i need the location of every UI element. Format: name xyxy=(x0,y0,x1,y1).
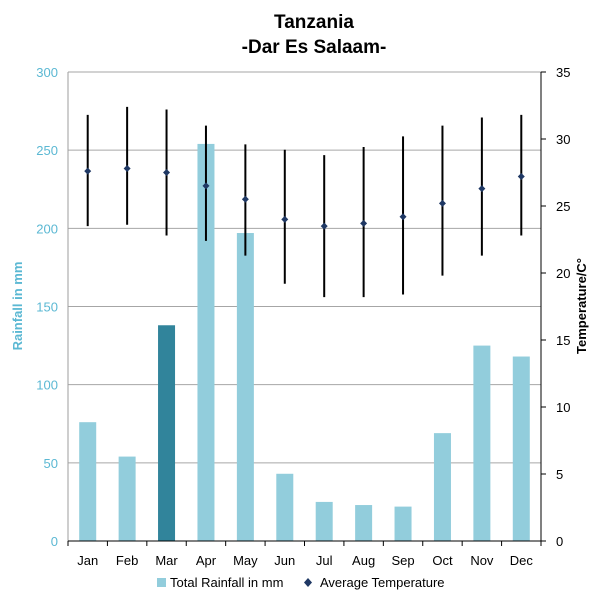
y-tick-label: 0 xyxy=(51,534,58,549)
rainfall-bar-feb xyxy=(118,456,136,541)
rainfall-bar-mar xyxy=(158,325,176,541)
temperature-marker-jan xyxy=(84,167,92,175)
y-tick-label: 300 xyxy=(36,65,58,80)
rainfall-bar-jun xyxy=(276,473,294,541)
y2-tick-label: 20 xyxy=(556,266,570,281)
rainfall-bars xyxy=(79,143,530,542)
y2-tick-label: 35 xyxy=(556,65,570,80)
x-tick-label-jun: Jun xyxy=(274,553,295,568)
y-tick-label: 100 xyxy=(36,378,58,393)
x-tick-label-aug: Aug xyxy=(352,553,375,568)
chart-title: Tanzania xyxy=(274,12,354,33)
rainfall-bar-oct xyxy=(433,433,451,541)
y-tick-label: 200 xyxy=(36,221,58,236)
x-tick-label-may: May xyxy=(233,553,258,568)
x-tick-label-mar: Mar xyxy=(155,553,178,568)
y2-axis-label: Temperature/C° xyxy=(574,258,589,354)
rainfall-bar-dec xyxy=(512,356,530,541)
rainfall-bar-jul xyxy=(315,501,333,541)
x-tick-label-jul: Jul xyxy=(316,553,333,568)
x-tick-label-feb: Feb xyxy=(116,553,138,568)
x-tick-label-sep: Sep xyxy=(391,553,414,568)
y-tick-label: 250 xyxy=(36,143,58,158)
rainfall-bar-may xyxy=(236,233,254,542)
rainfall-bar-apr xyxy=(197,143,215,541)
temperature-marker-mar xyxy=(163,169,171,176)
temperature-marker-nov xyxy=(478,185,486,193)
y2-tick-label: 0 xyxy=(556,534,563,549)
x-tick-label-nov: Nov xyxy=(470,553,494,568)
temperature-marker-apr xyxy=(202,182,210,190)
y2-tick-label: 10 xyxy=(556,400,570,415)
legend-marker-temperature xyxy=(304,578,312,587)
temperature-marker-sep xyxy=(399,213,407,221)
temperature-marker-feb xyxy=(123,164,131,172)
y2-tick-label: 30 xyxy=(556,132,570,147)
legend-label-rainfall: Total Rainfall in mm xyxy=(170,575,283,590)
x-tick-label-dec: Dec xyxy=(510,553,534,568)
x-tick-labels: Jan Feb Mar Apr May Jun Jul Aug Sep Oct Nov Dec xyxy=(77,553,533,568)
temperature-marker-dec xyxy=(517,173,525,181)
temperature-marker-may xyxy=(241,195,249,203)
y2-tick-label: 15 xyxy=(556,333,570,348)
rainfall-bar-sep xyxy=(394,506,412,541)
gridlines xyxy=(67,71,546,546)
rainfall-bar-aug xyxy=(355,505,373,541)
y-tick-label: 50 xyxy=(44,456,58,471)
right-tick-labels: 0 5 10 15 20 25 30 35 xyxy=(556,65,570,549)
y2-tick-label: 5 xyxy=(556,467,563,482)
legend-label-temperature: Average Temperature xyxy=(320,575,445,590)
chart-subtitle: -Dar Es Salaam- xyxy=(242,37,387,58)
rainfall-bar-nov xyxy=(473,345,491,541)
y-tick-label: 150 xyxy=(36,300,58,315)
x-tick-label-jan: Jan xyxy=(77,553,98,568)
y2-tick-label: 25 xyxy=(556,199,570,214)
rainfall-bar-jan xyxy=(79,422,97,541)
temperature-marker-oct xyxy=(438,199,446,207)
legend-swatch-rainfall xyxy=(157,578,166,587)
x-tick-label-oct: Oct xyxy=(432,553,453,568)
temperature-marker-jul xyxy=(320,222,328,230)
legend: Total Rainfall in mm Average Temperature xyxy=(157,575,445,590)
left-tick-labels: 0 50 100 150 200 250 300 xyxy=(36,65,58,549)
temperature-markers xyxy=(84,106,525,298)
y-axis-label: Rainfall in mm xyxy=(10,262,25,351)
temperature-marker-aug xyxy=(360,219,368,227)
x-tick-label-apr: Apr xyxy=(196,553,217,568)
temperature-marker-jun xyxy=(281,215,289,223)
